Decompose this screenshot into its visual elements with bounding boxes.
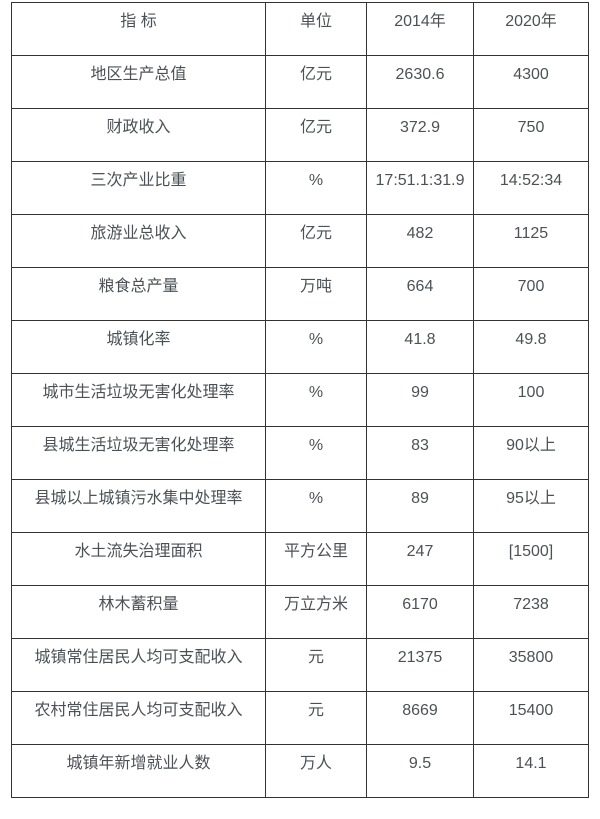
cell-unit: 元 — [265, 638, 367, 692]
table-row: 地区生产总值 亿元 2630.6 4300 — [11, 55, 589, 109]
cell-unit: % — [265, 479, 367, 533]
table-header: 指 标 单位 2014年 2020年 — [11, 2, 589, 56]
cell-2014-value: 83 — [366, 426, 474, 480]
cell-indicator: 县城以上城镇污水集中处理率 — [11, 479, 266, 533]
cell-2020-value: 15400 — [473, 691, 589, 745]
cell-2020-value: 7238 — [473, 585, 589, 639]
table-row: 农村常住居民人均可支配收入元 8669 15400 — [11, 691, 589, 745]
cell-2014-value: 89 — [366, 479, 474, 533]
cell-unit: % — [265, 161, 367, 215]
cell-2014-value: 99 — [366, 373, 474, 427]
cell-indicator: 城镇化率 — [11, 320, 266, 374]
header-row: 指 标 单位 2014年 2020年 — [11, 2, 589, 56]
cell-unit: % — [265, 320, 367, 374]
cell-2020-value: 14.1 — [473, 744, 589, 798]
indicators-table-body: 地区生产总值 亿元 2630.6 4300 财政收入 亿元 372.9 750 三次产业比重% 1… — [11, 55, 589, 798]
table-row: 城镇化率% 41.8 49.8 — [11, 320, 589, 374]
column-header-2020: 2020年 — [473, 2, 589, 56]
cell-indicator: 地区生产总值 — [11, 55, 266, 109]
cell-2014-value: 2630.6 — [366, 55, 474, 109]
cell-indicator: 农村常住居民人均可支配收入 — [11, 691, 266, 745]
indicators-table-container: 指 标 单位 2014年 2020年 地区生产总值 亿元 2630.6 4300 财政收… — [11, 2, 589, 798]
cell-2020-value: 35800 — [473, 638, 589, 692]
cell-unit: 亿元 — [265, 214, 367, 268]
column-header-unit: 单位 — [265, 2, 367, 56]
table-row: 林木蓄积量 万立方米 6170 7238 — [11, 585, 589, 639]
cell-indicator: 县城生活垃圾无害化处理率 — [11, 426, 266, 480]
table-row: 旅游业总收入 亿元 482 1125 — [11, 214, 589, 268]
cell-unit: 万立方米 — [265, 585, 367, 639]
cell-unit: 万吨 — [265, 267, 367, 321]
cell-indicator: 城镇年新增就业人数 — [11, 744, 266, 798]
column-header-2014: 2014年 — [366, 2, 474, 56]
table-row: 财政收入 亿元 372.9 750 — [11, 108, 589, 162]
cell-2020-value: 95以上 — [473, 479, 589, 533]
cell-2014-value: 6170 — [366, 585, 474, 639]
cell-2014-value: 21375 — [366, 638, 474, 692]
cell-indicator: 财政收入 — [11, 108, 266, 162]
cell-2014-value: 482 — [366, 214, 474, 268]
cell-2020-value: 700 — [473, 267, 589, 321]
cell-indicator: 水土流失治理面积 — [11, 532, 266, 586]
cell-unit: 万人 — [265, 744, 367, 798]
cell-unit: % — [265, 426, 367, 480]
table-row: 粮食总产量 万吨 664 700 — [11, 267, 589, 321]
cell-indicator: 林木蓄积量 — [11, 585, 266, 639]
cell-indicator: 旅游业总收入 — [11, 214, 266, 268]
cell-2014-value: 372.9 — [366, 108, 474, 162]
table-row: 城市生活垃圾无害化处理率% 99 100 — [11, 373, 589, 427]
cell-2020-value: [1500] — [473, 532, 589, 586]
cell-2014-value: 247 — [366, 532, 474, 586]
cell-unit: 平方公里 — [265, 532, 367, 586]
cell-indicator: 三次产业比重 — [11, 161, 266, 215]
table-row: 城镇常住居民人均可支配收入元 21375 35800 — [11, 638, 589, 692]
cell-2020-value: 49.8 — [473, 320, 589, 374]
cell-2020-value: 1125 — [473, 214, 589, 268]
cell-2020-value: 100 — [473, 373, 589, 427]
cell-2014-value: 664 — [366, 267, 474, 321]
cell-indicator: 城市生活垃圾无害化处理率 — [11, 373, 266, 427]
cell-2014-value: 8669 — [366, 691, 474, 745]
table-row: 水土流失治理面积 平方公里 247 [1500] — [11, 532, 589, 586]
table-row: 三次产业比重% 17:51.1:31.9 14:52:34 — [11, 161, 589, 215]
table-row: 县城生活垃圾无害化处理率% 83 90以上 — [11, 426, 589, 480]
cell-2020-value: 90以上 — [473, 426, 589, 480]
cell-unit: 亿元 — [265, 55, 367, 109]
cell-2020-value: 14:52:34 — [473, 161, 589, 215]
cell-unit: % — [265, 373, 367, 427]
cell-2020-value: 4300 — [473, 55, 589, 109]
cell-2020-value: 750 — [473, 108, 589, 162]
table-row: 城镇年新增就业人数 万人 9.5 14.1 — [11, 744, 589, 798]
cell-2014-value: 17:51.1:31.9 — [366, 161, 474, 215]
column-header-indicator: 指 标 — [11, 2, 266, 56]
table-row: 县城以上城镇污水集中处理率% 89 95以上 — [11, 479, 589, 533]
cell-indicator: 粮食总产量 — [11, 267, 266, 321]
cell-indicator: 城镇常住居民人均可支配收入 — [11, 638, 266, 692]
cell-2014-value: 41.8 — [366, 320, 474, 374]
indicators-table: 指 标 单位 2014年 2020年 地区生产总值 亿元 2630.6 4300 财政收… — [11, 2, 589, 798]
cell-unit: 元 — [265, 691, 367, 745]
cell-2014-value: 9.5 — [366, 744, 474, 798]
cell-unit: 亿元 — [265, 108, 367, 162]
